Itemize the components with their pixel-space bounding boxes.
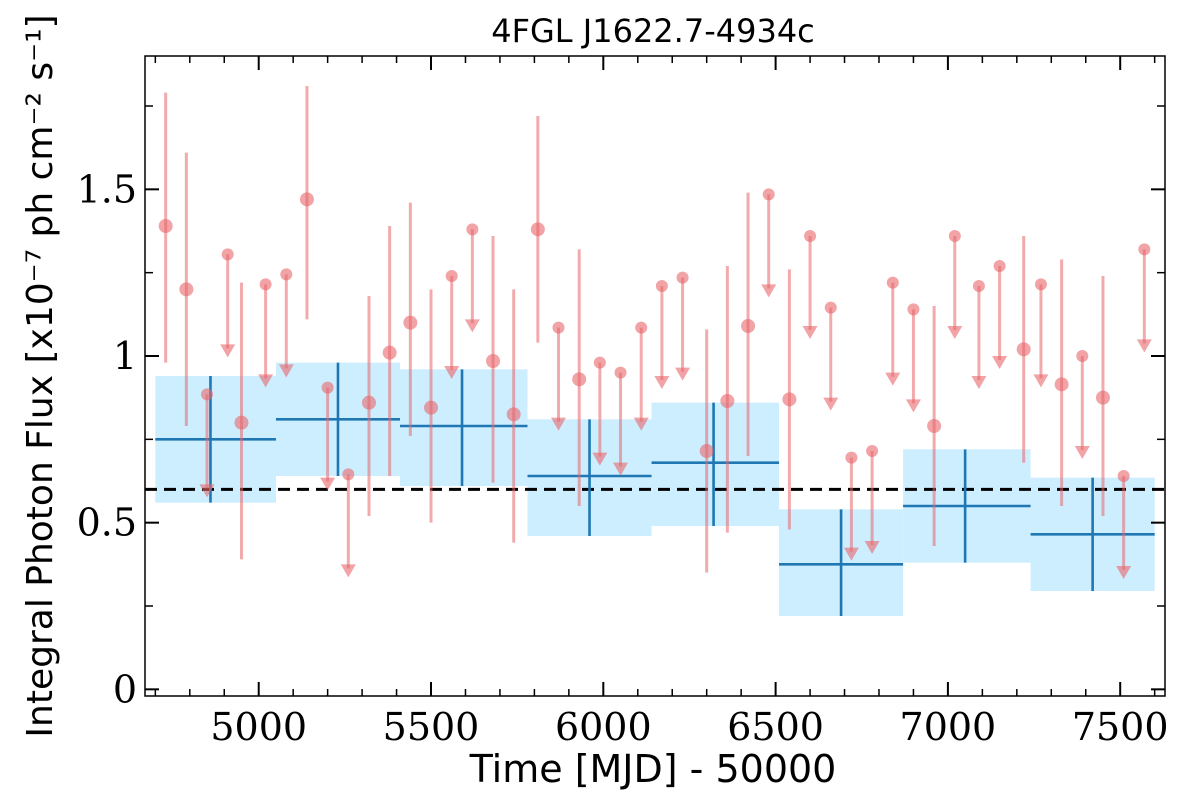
upper-limit-marker [342, 468, 355, 481]
short-bin-point [382, 345, 397, 360]
chart-title: 4FGL J1622.7-4934c [491, 12, 815, 50]
upper-limit-marker [972, 280, 985, 292]
upper-limit-arrowhead [843, 547, 859, 561]
short-bin-point [741, 319, 756, 333]
upper-limit-marker [1034, 278, 1047, 291]
upper-limit-arrowhead [444, 366, 460, 379]
upper-limit-arrowhead [613, 462, 629, 476]
upper-limit-marker [866, 445, 879, 457]
upper-limit-arrowhead [340, 564, 356, 578]
upper-limit-marker [466, 223, 479, 236]
upper-limit-arrowhead [1074, 446, 1090, 459]
x-tick-label: 5000 [210, 705, 307, 749]
upper-limit-marker [948, 230, 961, 242]
y-axis-label: Integral Photon Flux [x10⁻⁷ ph cm⁻² s⁻¹] [20, 14, 61, 737]
upper-limit-arrowhead [1033, 374, 1049, 388]
plot-frame [144, 55, 1166, 697]
short-bin-point [506, 407, 521, 422]
upper-limit-marker [552, 321, 565, 334]
upper-limit-arrowhead [633, 417, 649, 431]
short-bin-point [1095, 390, 1110, 405]
upper-limit-arrowhead [761, 284, 777, 298]
short-bin-point [234, 415, 249, 430]
short-bin-point [158, 219, 173, 233]
upper-limit-arrowhead [199, 484, 215, 498]
upper-limit-arrowhead [1136, 339, 1152, 353]
long-bin-band [400, 369, 528, 486]
upper-limit-marker [655, 280, 668, 292]
upper-limit-marker [676, 271, 689, 284]
upper-limit-arrowhead [464, 319, 480, 333]
short-bin-point [699, 444, 714, 458]
upper-limit-marker [614, 366, 627, 379]
x-tick-label: 7000 [900, 705, 997, 749]
upper-limit-marker [1138, 243, 1151, 256]
upper-limit-marker [1076, 350, 1089, 362]
short-bin-point [299, 192, 314, 207]
upper-limit-arrowhead [885, 372, 901, 386]
short-bin-point [1016, 342, 1031, 357]
y-tick-label: 0.5 [77, 501, 137, 545]
upper-limit-marker [886, 276, 899, 289]
upper-limit-arrowhead [654, 376, 670, 389]
upper-limit-arrowhead [675, 367, 691, 381]
upper-limit-marker [845, 451, 858, 464]
short-bin-point [424, 400, 439, 415]
y-tick-label: 1 [113, 334, 137, 378]
upper-limit-marker [1117, 470, 1130, 482]
short-bin-point [361, 395, 376, 410]
upper-limit-marker [321, 381, 334, 394]
upper-limit-arrowhead [864, 541, 880, 554]
upper-limit-marker [824, 301, 837, 314]
short-bin-point [572, 372, 587, 387]
upper-limit-marker [201, 388, 214, 401]
short-bin-point [1054, 377, 1069, 392]
upper-limit-marker [445, 270, 458, 282]
y-tick-label: 1.5 [77, 167, 137, 211]
upper-limit-marker [280, 268, 293, 281]
short-bin-point [927, 419, 942, 433]
short-bin-point [720, 394, 735, 408]
upper-limit-arrowhead [905, 399, 921, 413]
x-tick-label: 5500 [383, 705, 480, 749]
upper-limit-arrowhead [1116, 566, 1132, 579]
x-tick-label: 6500 [727, 705, 824, 749]
upper-limit-arrowhead [971, 376, 987, 389]
long-bin-errorbars [155, 362, 1155, 616]
tick-marks: 5000 5500 6000 6500 7000 7500 0 0.5 1 1.5 [77, 56, 1169, 749]
upper-limit-marker [593, 356, 606, 369]
upper-limit-arrowhead [278, 364, 294, 378]
axes [144, 55, 1166, 697]
upper-limit-arrowhead [220, 344, 236, 358]
short-bin-point [530, 222, 545, 237]
short-bin-point [486, 354, 501, 368]
upper-limit-arrowhead [551, 417, 567, 431]
short-bin-point [179, 282, 194, 297]
x-tick-label: 7500 [1072, 705, 1169, 749]
upper-limit-marker [221, 248, 234, 261]
upper-limit-arrowhead [802, 326, 818, 339]
upper-limit-marker [804, 230, 817, 242]
upper-limit-arrowhead [947, 326, 963, 339]
x-tick-label: 6000 [555, 705, 652, 749]
x-axis-label: Time [MJD] - 50000 [469, 747, 837, 791]
long-bin-band [651, 402, 780, 526]
upper-limit-arrowhead [592, 452, 608, 466]
upper-limit-arrowhead [258, 374, 274, 388]
y-tick-label: 0 [113, 667, 137, 711]
upper-limit-marker [762, 188, 775, 201]
short-bin-points [158, 86, 1152, 579]
upper-limit-marker [993, 260, 1006, 272]
upper-limit-arrowhead [823, 397, 839, 411]
upper-limit-arrowhead [992, 356, 1008, 369]
upper-limit-marker [907, 303, 920, 316]
upper-limit-arrowhead [320, 477, 336, 491]
upper-limit-marker [635, 321, 648, 334]
upper-limit-marker [259, 278, 272, 291]
short-bin-point [782, 392, 797, 407]
short-bin-point [403, 315, 418, 330]
